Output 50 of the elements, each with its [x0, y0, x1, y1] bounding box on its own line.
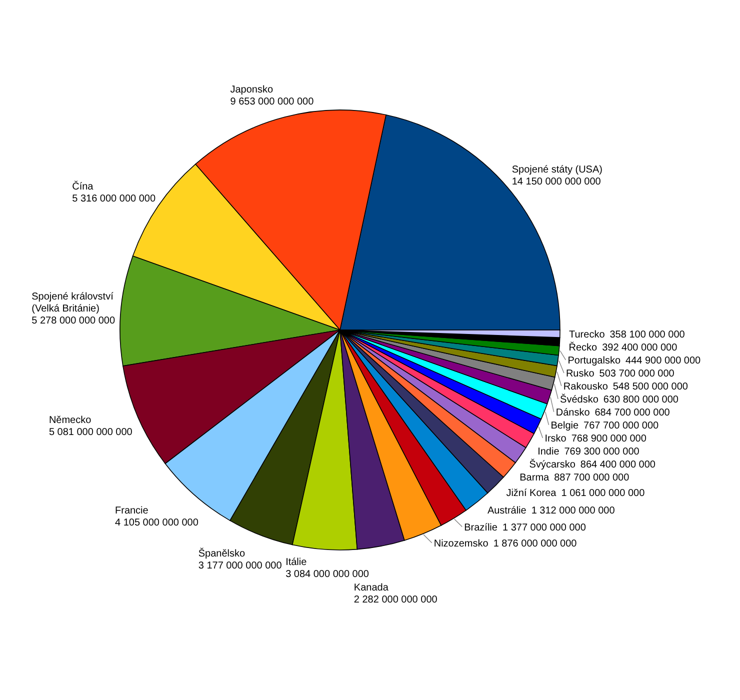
data-label: 358 100 000 000: [610, 329, 686, 340]
data-label: 2 282 000 000 000: [354, 594, 438, 606]
data-label: 3 084 000 000 000: [286, 568, 370, 580]
slice-label: Turecko: [569, 329, 606, 340]
slice-label: Spojené státy (USA): [512, 164, 602, 176]
slice-label: Nizozemsko: [434, 538, 489, 550]
data-label: 9 653 000 000 000: [230, 96, 314, 108]
data-label: 1 876 000 000 000: [493, 538, 578, 550]
slice-label: Německo: [48, 415, 92, 426]
data-label: 503 700 000 000: [599, 368, 675, 380]
slice-label: Španělsko: [198, 547, 246, 560]
slice-label: Čína: [72, 180, 94, 193]
slice-label: Řecko: [568, 341, 598, 354]
data-label: 3 177 000 000 000: [198, 560, 282, 572]
data-label: 864 400 000 000: [580, 459, 656, 470]
slice-label: Jižní Korea: [506, 488, 557, 499]
data-label: 1 312 000 000 000: [531, 505, 616, 516]
data-label: 444 900 000 000: [626, 355, 702, 366]
data-label: 5 081 000 000 000: [48, 427, 133, 438]
data-label: 392 400 000 000: [602, 342, 678, 354]
slice-label: Itálie: [286, 556, 308, 568]
slice-label: Francie: [115, 505, 149, 516]
data-label: 684 700 000 000: [594, 407, 670, 418]
slice-label: Japonsko: [230, 84, 274, 96]
slice-label: Dánsko: [556, 407, 590, 418]
data-label: 767 700 000 000: [584, 420, 660, 432]
slice-label: Indie: [538, 446, 560, 458]
data-label: 768 900 000 000: [571, 433, 647, 444]
data-label: 5 316 000 000 000: [72, 194, 156, 205]
data-label: 14 150 000 000 000: [512, 176, 602, 188]
data-label: 1 377 000 000 000: [502, 522, 586, 534]
data-label: 887 700 000 000: [554, 472, 630, 484]
slice-label: Austrálie: [487, 505, 527, 516]
data-label: 548 500 000 000: [612, 381, 688, 392]
data-label: 4 105 000 000 000: [115, 517, 199, 528]
slice-label: Rakousko: [563, 381, 608, 392]
slice-label: Barma: [520, 472, 550, 484]
slice-label: Kanada: [354, 582, 389, 594]
slice-label: Rusko: [566, 368, 595, 380]
data-label: 630 800 000 000: [603, 394, 679, 406]
slice-label: Irsko: [544, 433, 567, 444]
data-label: 769 300 000 000: [564, 446, 640, 458]
slice-label: Švýcarsko: [529, 458, 576, 470]
data-label: 1 061 000 000 000: [561, 488, 646, 499]
slice-label: Belgie: [550, 420, 579, 432]
slice-label: Švédsko: [560, 393, 599, 406]
slice-label: Portugalsko: [568, 355, 621, 366]
data-label: 5 278 000 000 000: [32, 315, 116, 326]
slice-label: Spojené království (Velká Británie): [32, 291, 114, 314]
slice-label: Brazílie: [464, 522, 498, 534]
